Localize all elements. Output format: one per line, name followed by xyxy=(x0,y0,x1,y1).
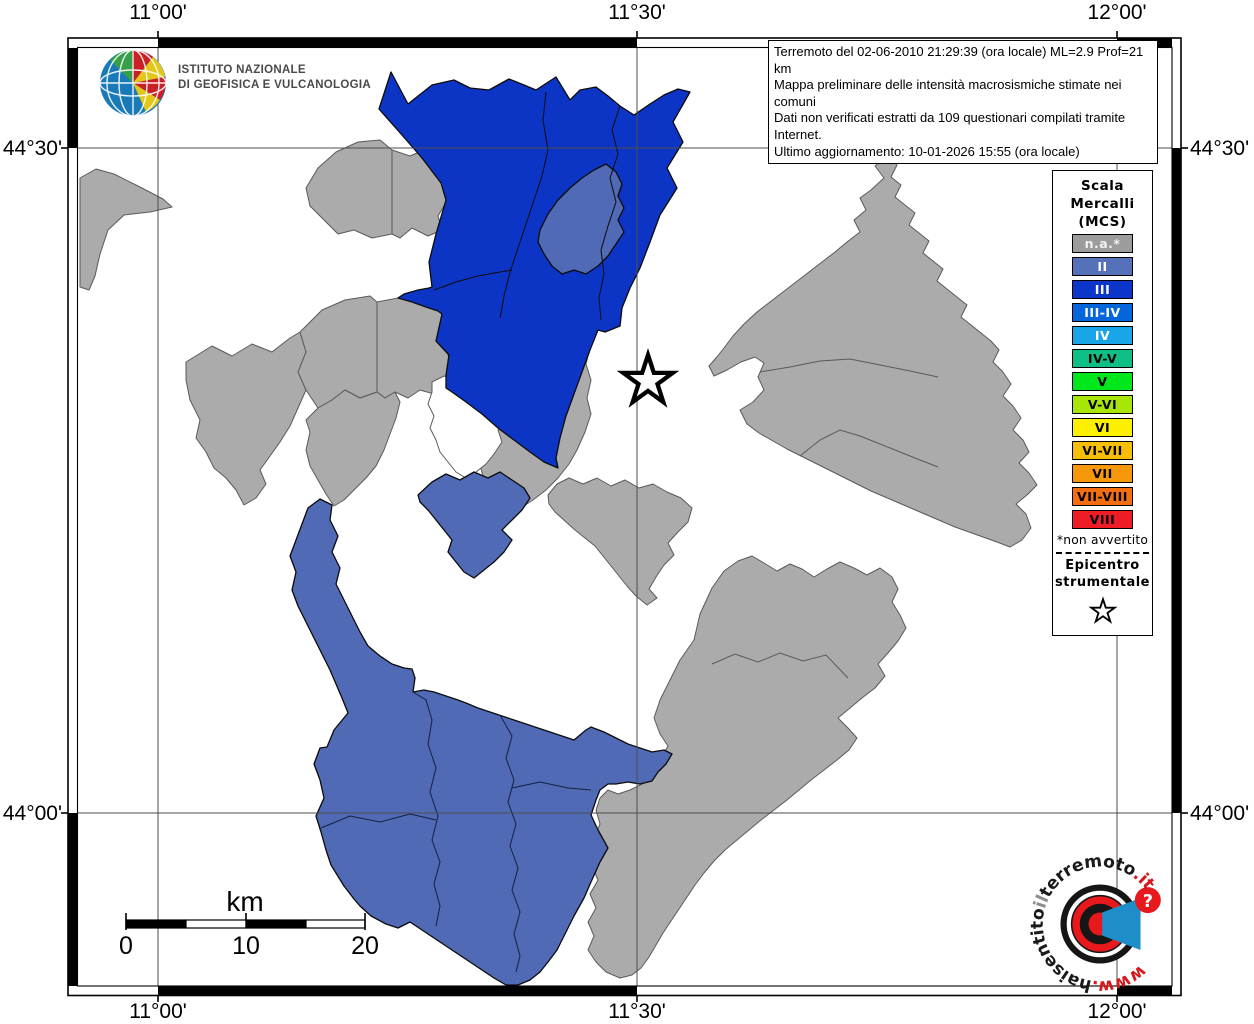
epicenter-legend-label: Epicentro strumentale xyxy=(1055,558,1150,590)
ingv-globe-icon xyxy=(99,49,167,117)
legend-swatch-IV: IV xyxy=(1072,326,1133,345)
legend-title: Scala Mercalli (MCS) xyxy=(1070,178,1135,230)
legend-swatch-VI-VII: VI-VII xyxy=(1072,441,1133,460)
info-line-source: Dati non verificati estratti da 109 ques… xyxy=(774,110,1126,142)
municipality-na xyxy=(305,139,393,239)
coord-label-right-upper: 44°30' xyxy=(1190,137,1250,160)
ingv-logo: ISTITUTO NAZIONALE DI GEOFISICA E VULCAN… xyxy=(98,46,428,118)
municipality-border xyxy=(499,91,549,319)
municipality-na xyxy=(185,331,307,506)
municipality-na xyxy=(79,168,173,291)
question-mark: ? xyxy=(1143,892,1153,912)
coord-label-bottom-right: 12°00' xyxy=(1087,1000,1147,1023)
coord-label-left-upper: 44°30' xyxy=(2,137,62,160)
earthquake-info-box: Terremoto del 02-06-2010 21:29:39 (ora l… xyxy=(768,40,1158,165)
municipality-border xyxy=(511,781,592,791)
megaphone-icon xyxy=(1102,898,1141,950)
coord-label-top-right: 12°00' xyxy=(1087,1,1147,24)
legend-swatch-V-VI: V-VI xyxy=(1072,395,1133,414)
haisentitoilterremoto-logo-icon: ? www.haisentitoilterremoto.it xyxy=(1028,851,1161,997)
municipality-polygons xyxy=(79,71,1038,986)
scale-bar xyxy=(125,913,366,930)
legend-footnote: *non avvertito xyxy=(1056,533,1149,547)
municipality-border xyxy=(412,691,441,927)
legend-swatch-III-IV: III-IV xyxy=(1072,303,1133,322)
municipality-na xyxy=(297,295,378,409)
municipality-II xyxy=(289,498,673,986)
municipality-border xyxy=(711,652,849,679)
star-icon xyxy=(1087,596,1118,624)
municipality-na xyxy=(547,477,693,606)
municipality-border xyxy=(598,105,621,321)
info-line-event: Terremoto del 02-06-2010 21:29:39 (ora l… xyxy=(774,44,1144,76)
municipality-na xyxy=(587,555,907,979)
legend-swatch-n.a.*: n.a.* xyxy=(1072,234,1133,253)
legend-divider xyxy=(1056,552,1149,554)
info-line-updated: Ultimo aggiornamento: 10-01-2026 15:55 (… xyxy=(774,143,1080,159)
haisentitoilterremoto-logo[interactable]: ? www.haisentitoilterremoto.it xyxy=(1022,846,1178,1002)
epicenter-legend-symbol xyxy=(1053,595,1152,629)
epicenter-star-marker xyxy=(616,348,680,408)
mercalli-scale-legend: Scala Mercalli (MCS) n.a.* II III III-IV IV I… xyxy=(1052,170,1153,636)
legend-swatch-VII: VII xyxy=(1072,464,1133,483)
coord-label-bottom-middle: 11°30' xyxy=(608,1000,666,1023)
scale-bar-label-0: 0 xyxy=(119,932,133,960)
municipality-border xyxy=(433,269,513,291)
legend-items: n.a.* II III III-IV IV IV-V V V-VI VI VI-VII VII VI… xyxy=(1053,234,1152,529)
legend-swatch-II: II xyxy=(1072,257,1133,276)
scale-bar-label-10: 10 xyxy=(232,932,260,960)
legend-swatch-III: III xyxy=(1072,280,1133,299)
scale-bar-label-20: 20 xyxy=(351,932,379,960)
municipality-border xyxy=(320,813,437,829)
coord-label-left-lower: 44°00' xyxy=(2,802,62,825)
municipality-border xyxy=(499,714,521,973)
municipality-border xyxy=(799,429,939,468)
municipality-na xyxy=(305,389,401,507)
coord-label-bottom-left: 11°00' xyxy=(129,1000,187,1023)
coord-label-top-middle: 11°30' xyxy=(608,1,666,24)
info-line-maptype: Mappa preliminare delle intensità macros… xyxy=(774,77,1122,109)
municipality-III xyxy=(378,71,691,469)
coord-label-top-left: 11°00' xyxy=(129,1,187,24)
scale-bar-unit-label: km xyxy=(226,886,264,917)
legend-swatch-IV-V: IV-V xyxy=(1072,349,1133,368)
municipality-na xyxy=(708,87,1038,548)
legend-swatch-VII-VIII: VII-VIII xyxy=(1072,487,1133,506)
municipality-border xyxy=(759,358,939,378)
map-frame xyxy=(61,31,1188,1002)
legend-swatch-VIII: VIII xyxy=(1072,510,1133,529)
legend-swatch-V: V xyxy=(1072,372,1133,391)
ingv-logo-text: ISTITUTO NAZIONALE DI GEOFISICA E VULCAN… xyxy=(178,64,371,91)
question-badge xyxy=(1134,887,1161,914)
municipality-II xyxy=(417,471,531,579)
coord-label-right-lower: 44°00' xyxy=(1190,802,1250,825)
legend-swatch-VI: VI xyxy=(1072,418,1133,437)
